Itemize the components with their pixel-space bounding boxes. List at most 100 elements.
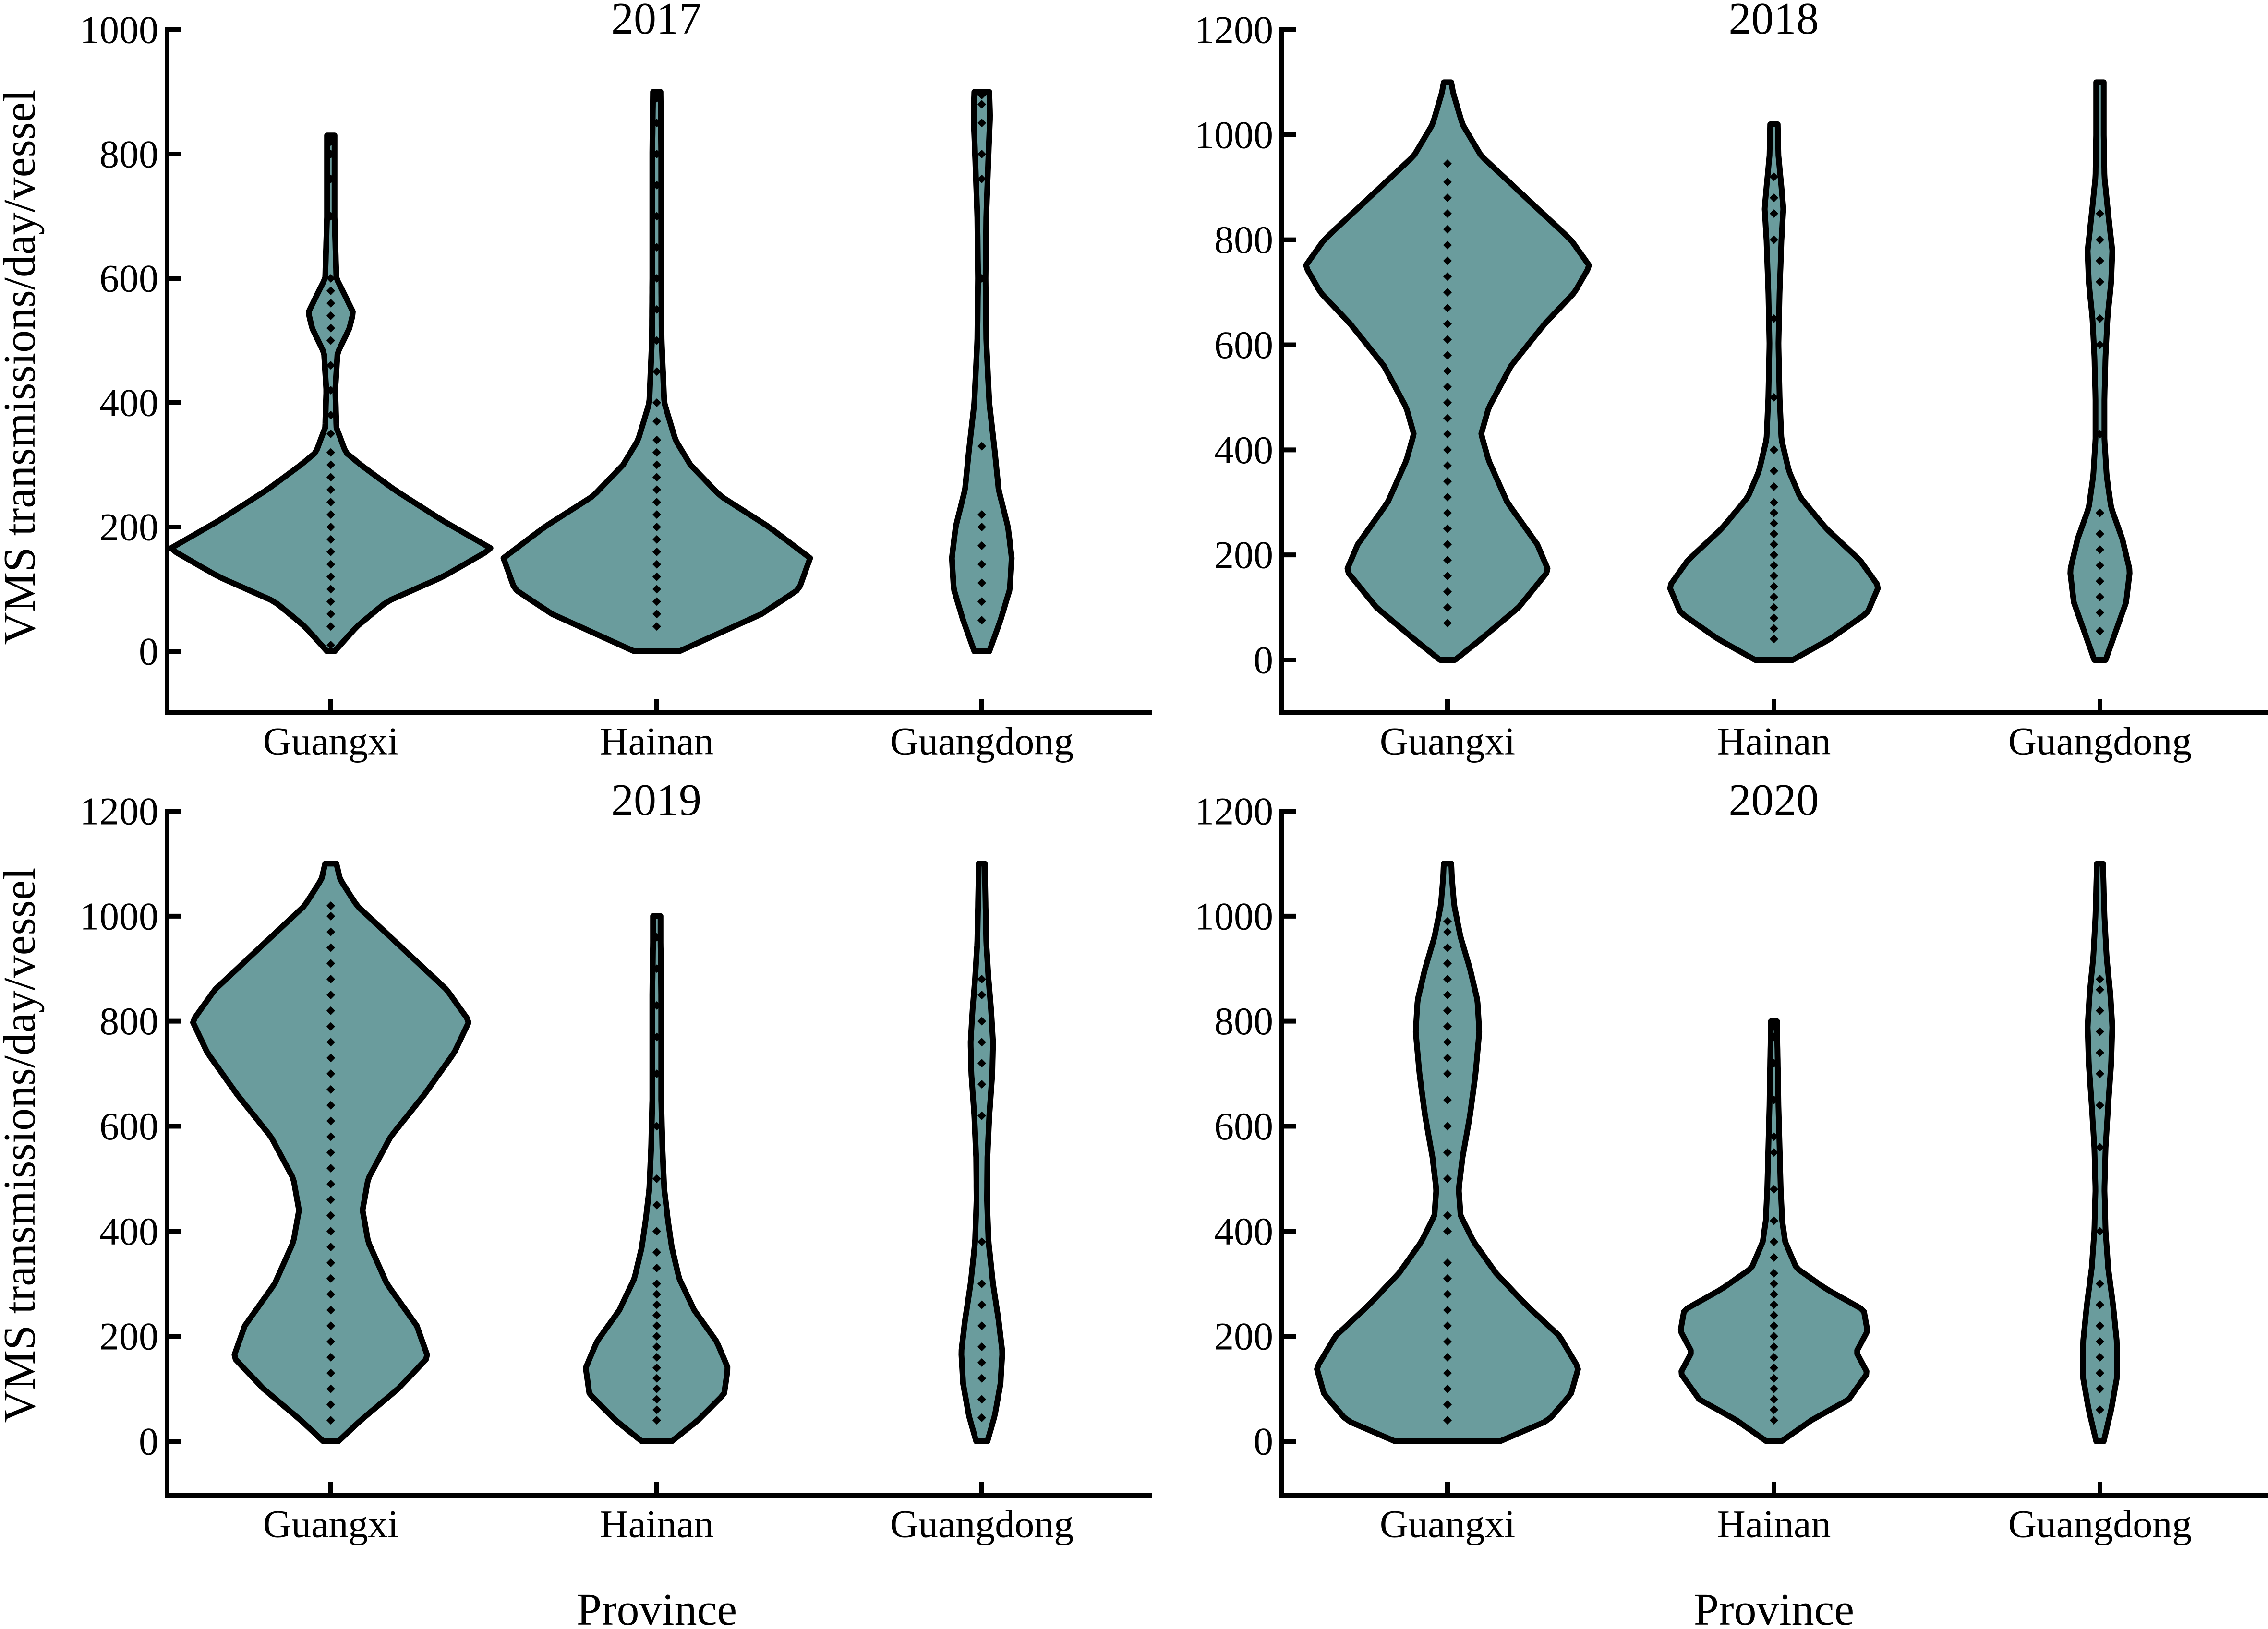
data-point	[326, 1195, 335, 1204]
x-tick-label-guangdong: Guangdong	[2008, 719, 2192, 763]
data-point	[1770, 571, 1778, 580]
data-point	[1443, 367, 1452, 376]
data-point	[326, 1179, 335, 1188]
data-point	[326, 323, 335, 333]
data-point	[977, 990, 986, 999]
y-tick-label: 0	[139, 630, 158, 673]
data-point	[326, 510, 335, 519]
data-point	[652, 485, 661, 494]
data-point	[652, 597, 661, 606]
x-tick-label-hainan: Hainan	[600, 1502, 714, 1545]
data-point	[1443, 272, 1452, 281]
data-point	[1443, 1400, 1452, 1409]
data-point	[1770, 1132, 1778, 1141]
data-point	[977, 616, 986, 625]
y-tick-label: 0	[139, 1420, 158, 1463]
data-point	[652, 523, 661, 531]
data-point	[326, 1353, 335, 1362]
data-point	[326, 572, 335, 581]
data-point	[326, 1321, 335, 1330]
data-point	[2096, 576, 2104, 586]
data-point	[652, 1248, 661, 1257]
data-point	[326, 927, 335, 936]
data-point	[1443, 1416, 1452, 1425]
data-point	[1443, 619, 1452, 628]
data-point	[326, 1132, 335, 1141]
data-point	[1770, 393, 1778, 402]
data-point	[1770, 592, 1778, 601]
data-point	[326, 597, 335, 606]
violin-guangdong	[2067, 79, 2133, 663]
x-tick-label-guangxi: Guangxi	[263, 1502, 398, 1545]
data-point	[326, 137, 335, 146]
data-point	[1770, 1384, 1778, 1393]
data-point	[652, 460, 661, 469]
data-point	[652, 1321, 661, 1330]
data-point	[977, 1300, 986, 1309]
violin-guangdong	[2080, 861, 2120, 1444]
data-point	[1770, 193, 1778, 203]
data-point	[1443, 303, 1452, 312]
data-point	[1443, 319, 1452, 328]
data-point	[1443, 587, 1452, 596]
data-point	[1443, 917, 1452, 926]
data-point	[652, 933, 661, 942]
data-point	[652, 547, 661, 556]
data-point	[1770, 613, 1778, 623]
data-point	[326, 1085, 335, 1094]
data-point	[326, 622, 335, 631]
data-point	[1443, 1006, 1452, 1015]
data-point	[326, 1211, 335, 1220]
y-tick-label: 0	[1254, 1420, 1273, 1463]
data-point	[652, 1332, 661, 1341]
data-point	[2096, 340, 2104, 349]
y-axis-label-top: VMS transmissions/day/vessel	[0, 90, 45, 645]
data-point	[652, 610, 661, 619]
panel-2019: 2019 0 200 400 600 800 1000 1200 Guangxi Hainan Gu…	[80, 775, 1152, 1545]
data-point	[326, 311, 335, 320]
data-point	[977, 597, 986, 606]
data-point	[1770, 172, 1778, 181]
data-point	[1770, 467, 1778, 476]
data-point	[1770, 498, 1778, 507]
y-tick-label: 800	[99, 999, 158, 1043]
data-point	[2096, 545, 2104, 554]
data-point	[1443, 943, 1452, 952]
data-point	[652, 398, 661, 407]
data-point	[1443, 492, 1452, 502]
data-point	[1770, 582, 1778, 591]
data-point	[326, 535, 335, 544]
data-point	[1443, 1306, 1452, 1315]
data-point	[2096, 561, 2104, 570]
data-point	[1770, 1395, 1778, 1404]
data-point	[652, 964, 661, 973]
data-point	[652, 510, 661, 519]
data-point	[326, 1022, 335, 1031]
data-point	[652, 1032, 661, 1042]
data-point	[1443, 414, 1452, 423]
violin-guangdong	[949, 89, 1015, 654]
data-point	[1443, 1022, 1452, 1031]
data-point	[2096, 1048, 2104, 1057]
data-point	[1770, 1216, 1778, 1225]
data-point	[977, 1017, 986, 1026]
y-tick-label: 400	[99, 381, 158, 425]
data-point	[977, 1038, 986, 1047]
data-point	[1443, 1227, 1452, 1236]
panel-2017: 2017 0 200 400 600 800 1000 Guangxi Hainan Guangd…	[80, 0, 1152, 763]
data-point	[1443, 225, 1452, 234]
data-point	[326, 1069, 335, 1078]
data-point	[652, 367, 661, 376]
data-point	[1443, 1095, 1452, 1104]
panel-title: 2019	[611, 775, 701, 825]
data-point	[977, 90, 986, 99]
data-point	[326, 386, 335, 395]
data-point	[652, 1300, 661, 1309]
data-point	[326, 975, 335, 984]
data-point	[1770, 1342, 1778, 1352]
data-point	[326, 1038, 335, 1047]
data-point	[326, 585, 335, 594]
data-point	[977, 1342, 986, 1352]
data-point	[2096, 1368, 2104, 1377]
